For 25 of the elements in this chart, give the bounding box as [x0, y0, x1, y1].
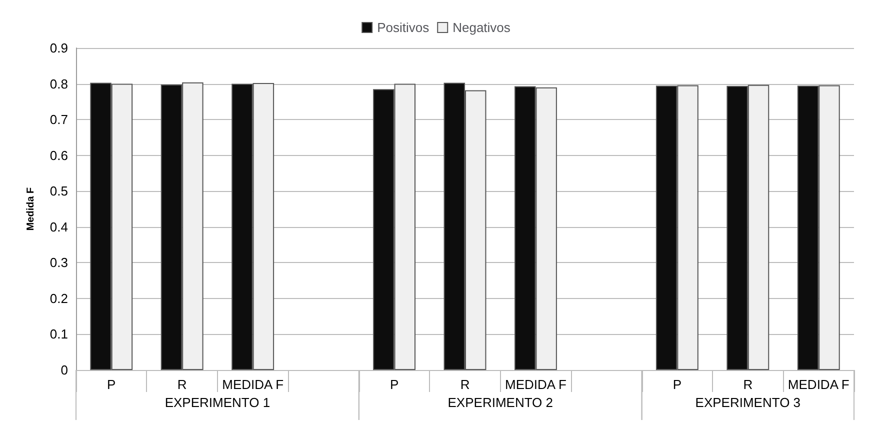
x-tick-label: MEDIDA F [222, 377, 284, 392]
y-tick-label: 0.3 [50, 255, 68, 270]
x-tick-label: MEDIDA F [505, 377, 566, 392]
y-axis-title: Medida F [26, 187, 36, 231]
y-tick-label: 0.1 [50, 326, 68, 342]
y-tick-label: 0.5 [50, 184, 68, 199]
y-tick-label: 0.2 [50, 290, 68, 306]
y-tick-label: 0.8 [50, 76, 68, 92]
x-tick-label: MEDIDA F [788, 377, 850, 392]
text: EXPERIMENTO 2 [448, 395, 553, 410]
legend-label: Negativos [452, 20, 511, 35]
y-tick-label: 0.4 [50, 219, 68, 234]
y-tick-label: 0.7 [50, 112, 68, 128]
x-tick-label: P [672, 377, 682, 392]
text: EXPERIMENTO 3 [695, 395, 801, 410]
text: EXPERIMENTO 1 [164, 395, 270, 410]
x-tick-label: R [460, 377, 470, 392]
y-tick-label: 0.9 [50, 40, 68, 56]
legend-label: Positivos [377, 20, 430, 35]
x-tick-label: R [177, 377, 187, 392]
x-tick-label: P [107, 377, 116, 392]
y-tick-label: 0.6 [50, 148, 68, 163]
x-tick-label: R [743, 377, 753, 392]
y-tick-label: 0 [60, 362, 68, 378]
x-tick-label: P [390, 377, 399, 392]
